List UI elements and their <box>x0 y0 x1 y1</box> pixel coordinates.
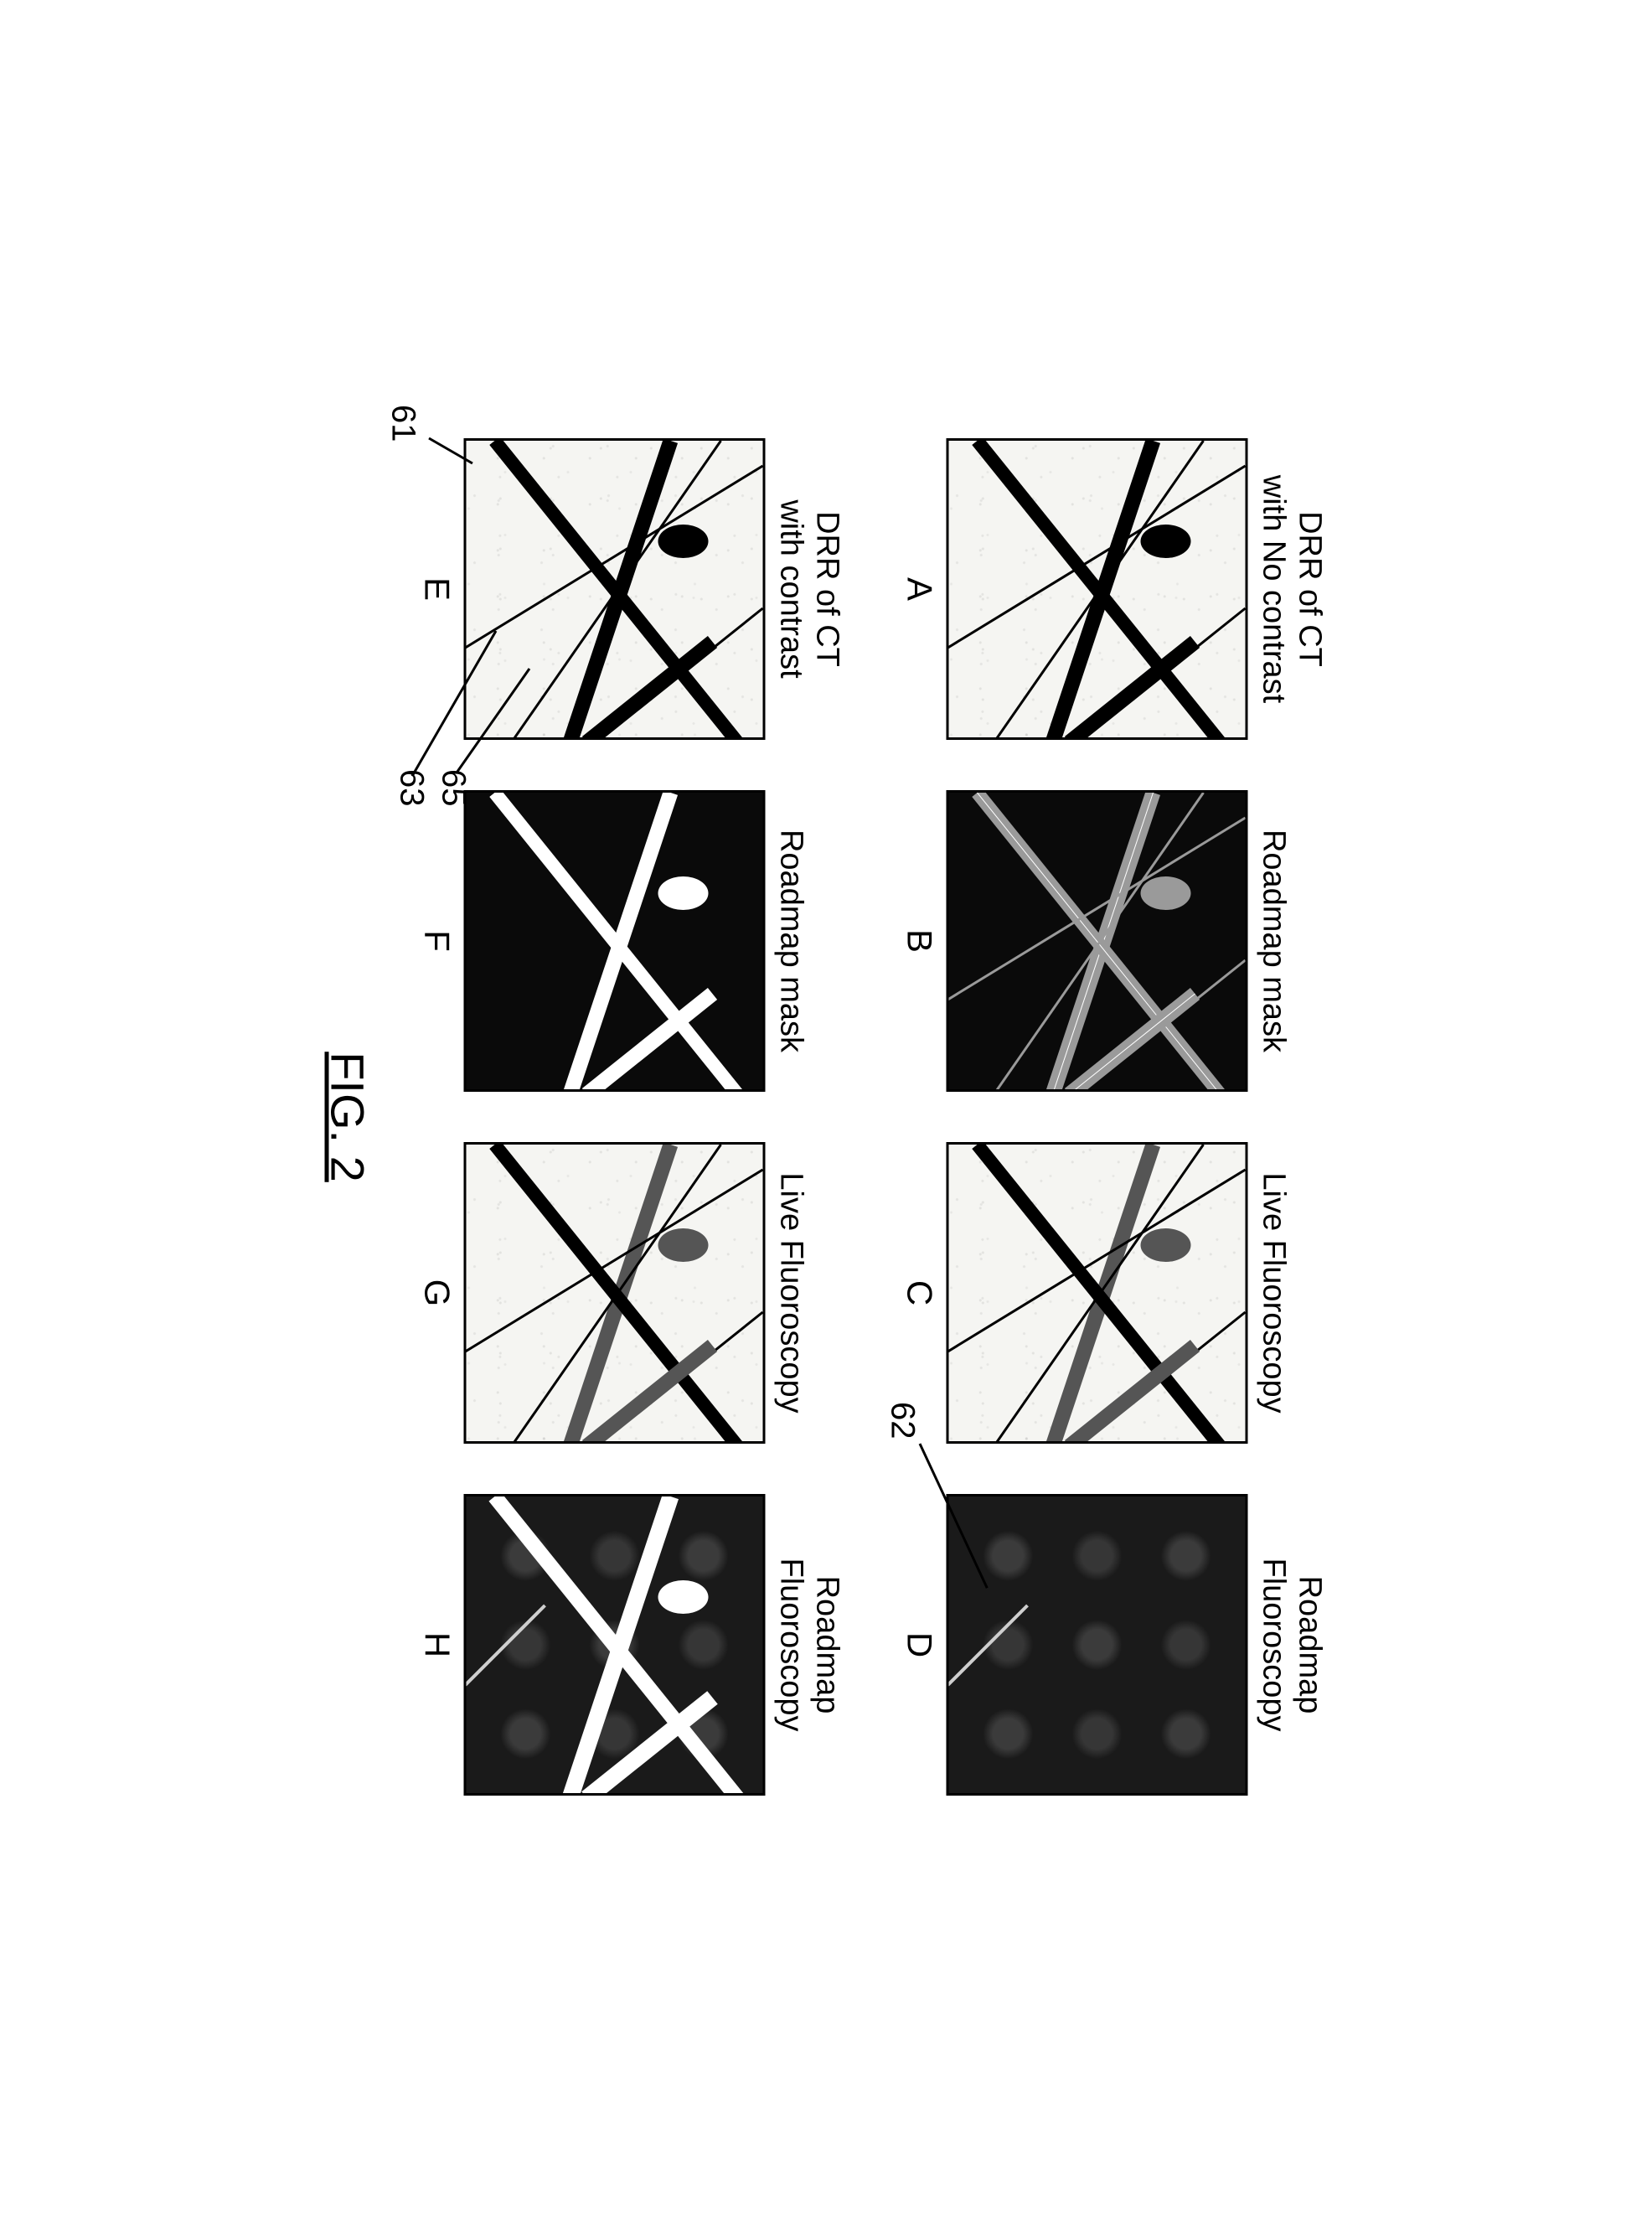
panel-D-letter: D <box>900 1631 940 1657</box>
panel-B-letter: B <box>900 928 940 952</box>
callout-63: 63 <box>393 769 431 807</box>
panel-F-svg <box>464 793 763 1092</box>
panel-G-letter: G <box>417 1279 457 1306</box>
callout-62: 62 <box>884 1402 922 1440</box>
panel-C-svg <box>947 1145 1246 1444</box>
panel-A-title: DRR of CT with No contrast <box>1255 474 1332 702</box>
panel-C-title: Live Fluoroscopy <box>1255 1172 1332 1413</box>
panel-H <box>464 1494 766 1796</box>
row-2: DRR of CT with contrast E 61 65 63 Roadm… <box>417 438 849 1796</box>
callout-61: 61 <box>385 405 422 442</box>
panel-H-col: Roadmap Fluoroscopy H <box>417 1494 849 1796</box>
figure-container: DRR of CT with No contrast A Roadmap mas… <box>321 438 1332 1796</box>
panel-E-letter: E <box>417 576 457 600</box>
panel-H-title: Roadmap Fluoroscopy <box>772 1558 849 1731</box>
panel-G-col: Live Fluoroscopy G <box>417 1142 849 1444</box>
panel-B-col: Roadmap mask B <box>900 790 1332 1092</box>
panel-C-letter: C <box>900 1279 940 1305</box>
panel-B-title: Roadmap mask <box>1255 829 1332 1052</box>
panel-D <box>947 1494 1248 1796</box>
row-1: DRR of CT with No contrast A Roadmap mas… <box>900 438 1332 1796</box>
panel-H-letter: H <box>417 1631 457 1657</box>
panel-A-col: DRR of CT with No contrast A <box>900 438 1332 740</box>
panel-A-svg <box>947 441 1246 740</box>
panel-D-col: Roadmap Fluoroscopy D 62 <box>900 1494 1332 1796</box>
panel-F-letter: F <box>417 930 457 952</box>
panel-C-col: Live Fluoroscopy C <box>900 1142 1332 1444</box>
panel-rows: DRR of CT with No contrast A Roadmap mas… <box>417 438 1332 1796</box>
panel-G <box>464 1142 766 1444</box>
panel-F <box>464 790 766 1092</box>
panel-B <box>947 790 1248 1092</box>
figure-caption: FIG. 2 <box>321 1052 375 1182</box>
panel-G-svg <box>464 1145 763 1444</box>
panel-D-svg <box>947 1496 1246 1796</box>
panel-B-svg <box>947 793 1246 1092</box>
panel-D-title: Roadmap Fluoroscopy <box>1255 1558 1332 1731</box>
panel-A <box>947 438 1248 740</box>
panel-H-svg <box>464 1496 763 1796</box>
panel-G-title: Live Fluoroscopy <box>772 1172 849 1413</box>
panel-F-col: Roadmap mask F <box>417 790 849 1092</box>
panel-F-title: Roadmap mask <box>772 829 849 1052</box>
panel-E-col: DRR of CT with contrast E 61 65 63 <box>417 438 849 740</box>
panel-C <box>947 1142 1248 1444</box>
panel-A-letter: A <box>900 576 940 600</box>
panel-E-title: DRR of CT with contrast <box>772 499 849 678</box>
